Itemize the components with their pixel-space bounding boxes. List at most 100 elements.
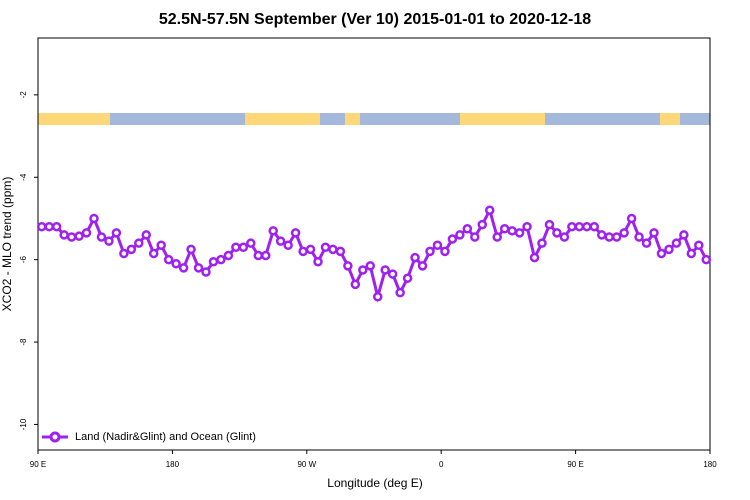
- point: [59, 230, 69, 240]
- point: [537, 238, 547, 248]
- point: [462, 224, 473, 234]
- point: [387, 269, 398, 279]
- legend: Land (Nadir&Glint) and Ocean (Glint): [42, 431, 256, 443]
- point: [671, 238, 682, 248]
- series-line: [41, 206, 708, 303]
- point: [470, 232, 480, 242]
- point: [477, 219, 488, 230]
- point: [365, 261, 376, 271]
- point: [298, 246, 308, 257]
- point: [111, 228, 122, 238]
- point: [619, 228, 629, 238]
- point: [604, 232, 614, 242]
- point: [596, 230, 607, 240]
- y-tick-label: -6: [19, 256, 28, 264]
- point: [589, 221, 600, 232]
- point: [186, 244, 196, 255]
- point: [567, 221, 577, 232]
- point: [380, 265, 390, 275]
- point: [96, 232, 107, 242]
- point: [163, 254, 174, 265]
- point: [335, 246, 346, 257]
- point: [253, 250, 264, 261]
- point: [514, 228, 525, 238]
- point: [395, 287, 405, 298]
- point: [574, 221, 585, 232]
- point: [51, 221, 62, 232]
- y-tick-label: -10: [19, 418, 28, 430]
- y-axis-label: XCO2 - MLO trend (ppm): [0, 177, 14, 312]
- x-tick-label: 180: [703, 460, 717, 469]
- point: [141, 230, 152, 240]
- point: [440, 246, 450, 257]
- point: [499, 224, 510, 234]
- point: [641, 238, 652, 248]
- point: [81, 228, 92, 238]
- point: [552, 228, 562, 238]
- point: [260, 250, 271, 261]
- point: [402, 273, 413, 283]
- plot-frame: [37, 37, 711, 451]
- point: [328, 244, 338, 255]
- point: [372, 291, 383, 302]
- point: [223, 250, 234, 261]
- point: [529, 252, 540, 263]
- land-ocean-strip: [38, 113, 710, 125]
- point: [350, 279, 361, 290]
- point: [320, 242, 331, 253]
- point: [694, 240, 704, 250]
- point: [664, 244, 674, 255]
- x-tick-label: 180: [166, 460, 180, 469]
- point: [148, 248, 159, 259]
- point: [507, 226, 517, 236]
- point: [544, 219, 555, 230]
- point: [417, 261, 428, 271]
- point: [447, 234, 458, 244]
- point: [171, 259, 181, 269]
- point: [313, 256, 323, 267]
- y-tick-label: -4: [19, 173, 28, 181]
- x-tick-label: 90 E: [567, 460, 583, 469]
- point: [134, 238, 144, 248]
- point: [283, 240, 293, 250]
- point: [268, 226, 278, 236]
- point: [492, 232, 502, 242]
- point: [104, 236, 114, 246]
- point: [74, 231, 84, 241]
- point: [686, 248, 697, 259]
- point: [126, 244, 137, 255]
- point: [36, 221, 47, 232]
- point: [358, 265, 368, 275]
- point: [559, 232, 570, 242]
- point: [290, 228, 301, 238]
- point: [275, 236, 286, 246]
- point: [305, 244, 316, 255]
- point: [634, 232, 644, 242]
- point: [522, 221, 532, 232]
- point: [455, 230, 465, 240]
- x-axis-label: Longitude (deg E): [327, 476, 422, 490]
- chart-title: 52.5N-57.5N September (Ver 10) 2015-01-0…: [159, 11, 591, 28]
- point: [425, 246, 435, 257]
- y-tick-label: -8: [19, 338, 28, 346]
- point: [156, 240, 166, 250]
- point: [208, 256, 219, 267]
- x-tick-label: 90 E: [30, 460, 46, 469]
- point: [679, 230, 689, 240]
- point: [201, 267, 211, 277]
- point: [246, 238, 256, 248]
- point: [432, 240, 443, 250]
- point: [582, 221, 592, 232]
- point: [343, 261, 353, 271]
- legend-marker: [49, 431, 61, 443]
- point: [193, 263, 204, 273]
- point: [44, 221, 54, 232]
- point: [626, 213, 637, 224]
- point: [89, 213, 99, 224]
- point: [656, 248, 667, 259]
- point: [410, 252, 420, 263]
- point: [649, 228, 659, 238]
- point: [216, 254, 226, 265]
- point: [231, 242, 241, 253]
